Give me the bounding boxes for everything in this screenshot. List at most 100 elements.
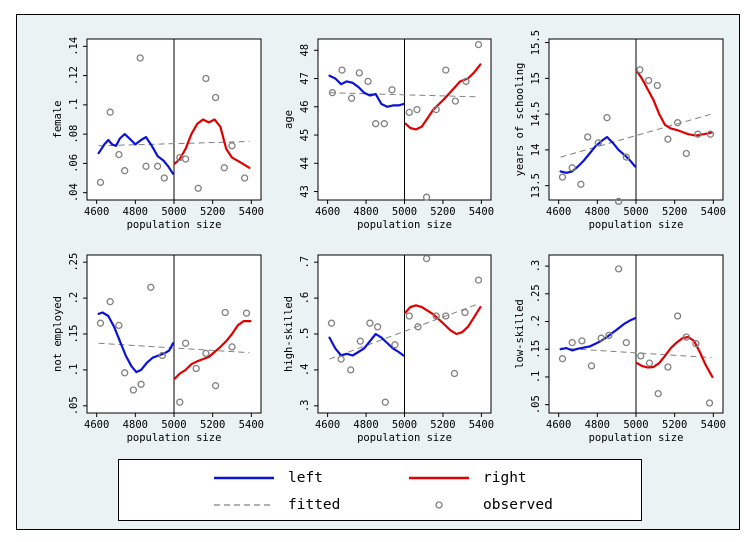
legend-swatch-left — [214, 467, 274, 489]
fitted-line — [560, 347, 712, 359]
observed-point — [106, 298, 114, 306]
x-tick-label: 4800 — [123, 206, 148, 218]
observed-point — [587, 362, 596, 370]
observed-point — [584, 133, 592, 141]
x-tick-label: 5200 — [430, 419, 455, 431]
y-tick-label: .7 — [299, 256, 311, 269]
observed-point — [450, 369, 459, 378]
y-tick-label: .3 — [299, 399, 311, 412]
observed-point — [568, 338, 576, 347]
y-tick-label: 13.5 — [530, 173, 542, 198]
observed-point — [356, 337, 364, 345]
observed-point — [366, 319, 374, 327]
observed-point — [96, 319, 105, 327]
x-tick-label: 4600 — [84, 419, 109, 431]
observed-point — [682, 333, 690, 341]
y-tick-label: .06 — [68, 154, 80, 173]
x-tick-label: 5000 — [392, 206, 417, 218]
x-tick-label: 5000 — [161, 419, 186, 431]
observed-point — [664, 135, 672, 143]
observed-point — [211, 93, 220, 102]
panel-low-skilled: 4600 4800 5000 5200 5400 population size .05 .1… — [514, 254, 726, 444]
observed-point — [637, 352, 645, 360]
y-tick-label: .4 — [299, 364, 311, 377]
x-tick-label: 5000 — [623, 419, 648, 431]
observed-point — [96, 178, 105, 187]
legend-swatch-observed — [409, 494, 469, 516]
observed-point — [664, 363, 672, 371]
fitted-line — [329, 303, 480, 360]
observed-point — [558, 355, 567, 363]
observed-point — [462, 77, 470, 86]
observed-point — [129, 386, 138, 394]
x-tick-label: 4800 — [123, 419, 148, 431]
legend-item-right: right — [409, 467, 527, 489]
observed-point — [328, 89, 337, 97]
x-tick-label: 4600 — [546, 206, 571, 218]
x-tick-label: 5400 — [701, 206, 726, 218]
y-tick-label: .14 — [68, 37, 80, 56]
y-tick-label: .04 — [68, 183, 80, 202]
observed-point — [228, 142, 236, 150]
observed-point — [594, 139, 602, 147]
left-fit-line — [328, 74, 405, 108]
observed-point — [228, 343, 236, 351]
observed-point — [577, 180, 585, 188]
fitted-line — [329, 92, 480, 98]
observed-point — [645, 359, 654, 367]
observed-point — [706, 130, 715, 138]
observed-point — [373, 323, 382, 331]
panel-high-skilled: 4600 4800 5000 5200 5400 population size .3 .4.… — [283, 254, 494, 444]
observed-point — [388, 86, 396, 94]
y-tick-label: 48 — [299, 44, 311, 57]
observed-point — [442, 66, 450, 74]
panel-female: 4600 4800 5000 5200 5400 population size .04 .0… — [52, 37, 264, 231]
legend-label-observed: observed — [483, 497, 553, 513]
observed-point — [355, 69, 363, 77]
observed-point — [597, 334, 605, 342]
x-tick-label: 4600 — [315, 419, 340, 431]
y-tick-label: .1 — [68, 99, 80, 112]
observed-point — [194, 184, 202, 192]
x-axis-label: population size — [357, 219, 452, 231]
y-tick-label: 14.5 — [530, 101, 542, 126]
y-tick-label: .3 — [530, 260, 542, 273]
observed-point — [158, 351, 167, 360]
observed-point — [147, 283, 155, 291]
observed-point — [673, 312, 682, 320]
observed-point — [461, 308, 469, 317]
observed-point — [636, 66, 644, 74]
x-tick-label: 5200 — [200, 206, 225, 218]
observed-point — [451, 97, 460, 105]
y-axis-label: female — [52, 101, 64, 139]
observed-point — [364, 77, 372, 86]
observed-point — [136, 54, 144, 62]
x-tick-label: 4600 — [84, 206, 109, 218]
y-tick-label: .12 — [68, 66, 80, 85]
observed-point — [673, 119, 682, 127]
observed-point — [391, 341, 399, 349]
x-tick-label: 5400 — [239, 419, 264, 431]
legend-swatch-fitted — [214, 494, 274, 516]
observed-point — [603, 114, 611, 122]
observed-point — [614, 197, 623, 206]
x-axis-label: population size — [127, 219, 222, 231]
observed-point — [211, 382, 220, 390]
x-tick-label: 5000 — [623, 206, 648, 218]
x-tick-label: 5200 — [430, 206, 455, 218]
y-tick-label: 44 — [299, 157, 311, 170]
y-tick-label: .05 — [530, 395, 542, 414]
x-tick-label: 5400 — [469, 206, 494, 218]
x-tick-label: 4800 — [353, 206, 378, 218]
y-axis-label: low-skilled — [514, 299, 526, 369]
observed-point — [142, 162, 150, 170]
observed-point — [137, 380, 145, 388]
observed-point — [432, 312, 440, 320]
observed-point — [181, 155, 190, 163]
y-tick-label: .6 — [299, 292, 311, 305]
observed-point — [327, 319, 336, 327]
y-axis-label: high-skilled — [283, 296, 295, 372]
observed-point — [181, 339, 190, 347]
